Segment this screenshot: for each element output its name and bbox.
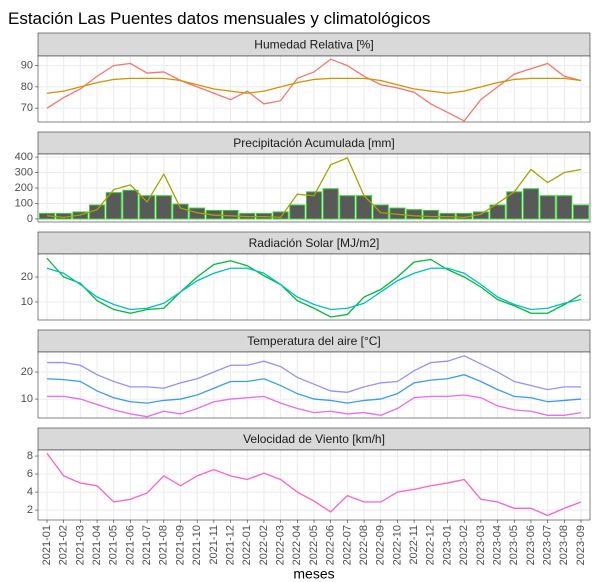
x-tick-label: 2023-09 [575,525,587,565]
y-tick-label: 10 [21,393,33,405]
bar [139,195,156,220]
strip-title: Velocidad de Viento [km/h] [243,432,385,446]
x-tick-label: 2023-03 [475,525,487,565]
x-tick-label: 2021-03 [74,525,86,565]
x-tick-label: 2021-06 [124,525,136,565]
x-tick-label: 2023-05 [508,525,520,565]
bar [339,195,356,220]
y-tick-label: 100 [15,197,33,209]
strip-title: Precipitación Acumulada [mm] [233,136,394,150]
y-tick-label: 0 [27,213,33,225]
y-tick-label: 4 [27,486,33,498]
line [46,452,582,517]
x-tick-label: 2021-01 [41,525,53,565]
bar [572,204,590,220]
strip-title: Temperatura del aire [°C] [247,334,381,348]
bar [272,211,289,220]
x-tick-label: 2023-06 [525,525,537,565]
y-tick-label: 20 [21,271,33,283]
x-tick-label: 2023-02 [458,525,470,565]
x-tick-label: 2021-10 [191,525,203,565]
x-axis-label: meses [293,566,334,582]
x-tick-label: 2022-12 [425,525,437,565]
y-tick-label: 8 [27,450,33,462]
x-tick-label: 2023-04 [491,525,503,565]
line [46,157,582,219]
bar [155,195,172,220]
bar [522,188,539,220]
panel-border [37,253,591,321]
y-tick-label: 70 [21,102,33,114]
x-tick-label: 2022-09 [375,525,387,565]
bar [406,209,423,220]
line [46,58,582,122]
y-tick-label: 400 [15,151,33,163]
bar [322,188,339,220]
panel-border [37,55,591,123]
line [46,267,582,311]
y-tick-label: 90 [21,59,33,71]
x-tick-label: 2022-07 [341,525,353,565]
strip-title: Humedad Relativa [%] [254,38,373,52]
panel-border [37,351,591,419]
x-tick-label: 2021-11 [208,525,220,565]
x-tick-label: 2021-04 [91,525,103,565]
y-tick-label: 200 [15,182,33,194]
bar [539,195,556,220]
x-tick-label: 2022-10 [391,525,403,565]
x-tick-label: 2021-05 [108,525,120,565]
x-tick-label: 2021-12 [224,525,236,565]
x-tick-label: 2023-08 [558,525,570,565]
bar [556,195,573,220]
x-tick-label: 2022-11 [408,525,420,565]
x-tick-label: 2021-09 [174,525,186,565]
line [46,374,582,404]
bar [222,209,239,220]
y-tick-label: 2 [27,504,33,516]
panel-border [37,153,591,223]
y-tick-label: 300 [15,166,33,178]
x-tick-label: 2022-06 [325,525,337,565]
x-tick-label: 2021-07 [141,525,153,565]
line [46,257,582,318]
y-tick-label: 6 [27,468,33,480]
bar [122,189,139,220]
y-tick-label: 80 [21,81,33,93]
x-tick-label: 2022-04 [291,525,303,565]
bar [422,209,439,220]
x-tick-label: 2021-02 [58,525,70,565]
chart-title: Estación Las Puentes datos mensuales y c… [8,9,430,28]
line [47,394,582,418]
x-tick-label: 2023-07 [542,525,554,565]
x-tick-label: 2022-03 [275,525,287,565]
bar [489,204,506,220]
line [47,355,581,393]
x-tick-label: 2021-08 [158,525,170,565]
x-tick-label: 2022-01 [241,525,253,565]
bar [305,191,323,220]
bar [289,204,306,220]
x-tick-label: 2022-02 [258,525,270,565]
bar [105,192,122,220]
strip-title: Radiación Solar [MJ/m2] [249,236,380,250]
y-tick-label: 10 [21,296,33,308]
bar [356,195,373,220]
x-tick-label: 2023-01 [441,525,453,565]
y-tick-label: 20 [21,366,33,378]
bar [172,203,189,220]
x-tick-label: 2022-08 [358,525,370,565]
x-tick-label: 2022-05 [308,525,320,565]
line [46,77,582,94]
